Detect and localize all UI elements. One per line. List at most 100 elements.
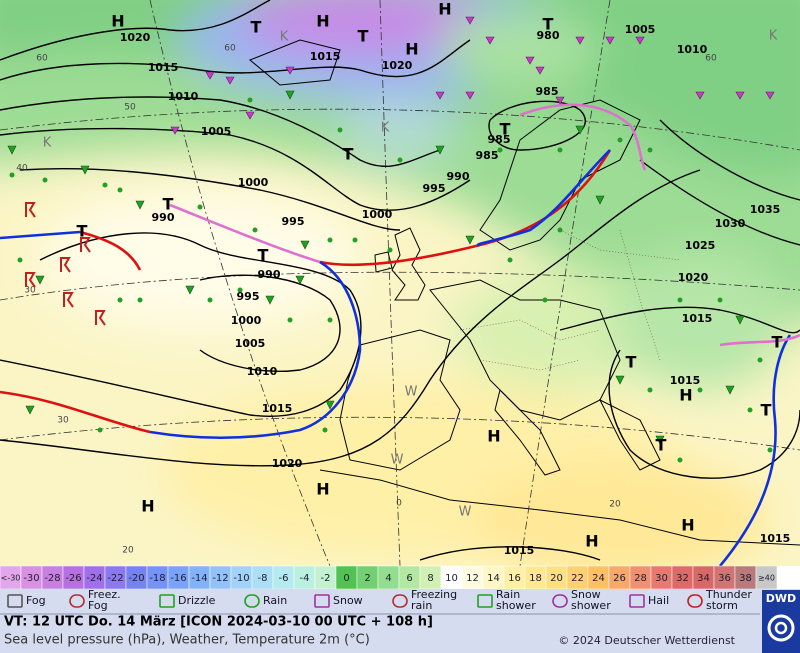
rain-symbol bbox=[247, 97, 253, 103]
legend-icon bbox=[7, 594, 23, 608]
rain-symbol bbox=[717, 297, 723, 303]
isotherm-label: 60 bbox=[36, 54, 48, 64]
scale-label: -22 bbox=[107, 573, 123, 584]
pressure-center: T bbox=[656, 436, 667, 455]
scale-label: 10 bbox=[445, 573, 458, 584]
legend-icon bbox=[687, 594, 703, 608]
isobar-label: 1015 bbox=[760, 532, 791, 545]
rain-symbol bbox=[197, 204, 203, 210]
isobar-label: 1000 bbox=[231, 314, 262, 327]
rain-symbol bbox=[337, 127, 343, 133]
pressure-center: H bbox=[141, 497, 154, 516]
rain-symbol bbox=[322, 427, 328, 433]
isobar-label: 1020 bbox=[272, 457, 303, 470]
scale-label: 12 bbox=[466, 573, 479, 584]
isobar-label: 995 bbox=[237, 290, 260, 303]
snow-symbol bbox=[170, 126, 180, 135]
rain-symbol bbox=[747, 407, 753, 413]
rain-symbol bbox=[507, 257, 513, 263]
rain-symbol bbox=[17, 257, 23, 263]
shower-symbol bbox=[595, 195, 605, 205]
thunderstorm-symbol bbox=[80, 237, 91, 253]
scale-label: -16 bbox=[170, 573, 186, 584]
isobar-label: 990 bbox=[447, 170, 470, 183]
isotherm-label: 30 bbox=[57, 416, 69, 426]
snow-symbol bbox=[735, 91, 745, 100]
rain-symbol bbox=[647, 387, 653, 393]
legend-label: rain bbox=[411, 599, 432, 612]
pressure-center: H bbox=[438, 0, 451, 19]
logo-swirl bbox=[767, 614, 795, 642]
isobar-label: 1015 bbox=[148, 61, 179, 74]
legend-label: shower bbox=[571, 599, 611, 612]
shower-symbol bbox=[295, 275, 305, 285]
legend-icon bbox=[392, 594, 408, 608]
legend-label: Freezing bbox=[411, 588, 457, 601]
borders bbox=[459, 229, 681, 371]
pressure-center: H bbox=[316, 12, 329, 31]
isobar-label: 1015 bbox=[262, 402, 293, 415]
temperature-color-scale: <-30 -30 -28 -26 -24 -22 -20 -18 -16 -14 -12 -10 -8-… bbox=[0, 565, 778, 590]
legend-label: Snow bbox=[333, 594, 363, 607]
isobar-label: 980 bbox=[537, 29, 560, 42]
scale-label: 4 bbox=[385, 573, 391, 584]
isobar-label: 1035 bbox=[750, 203, 781, 216]
snow-symbol bbox=[465, 91, 475, 100]
isobar-label: 990 bbox=[258, 268, 281, 281]
scale-label: 34 bbox=[697, 573, 710, 584]
pressure-center: T bbox=[77, 222, 88, 241]
snow-symbol bbox=[525, 56, 535, 65]
isobar-label: 990 bbox=[152, 211, 175, 224]
legend-label: Fog bbox=[26, 594, 46, 607]
shower-symbol bbox=[575, 125, 585, 135]
description: Sea level pressure (hPa), Weather, Tempe… bbox=[4, 633, 370, 648]
shower-symbol bbox=[80, 165, 90, 175]
isotherm-label: 40 bbox=[16, 164, 28, 174]
legend-label: Thunder bbox=[705, 588, 752, 601]
fronts bbox=[0, 103, 800, 566]
pressure-center: H bbox=[487, 427, 500, 446]
scale-label: <-30 bbox=[1, 574, 21, 583]
rain-symbol bbox=[252, 227, 258, 233]
rain-symbol bbox=[767, 447, 773, 453]
scale-label: -26 bbox=[65, 573, 81, 584]
scale-label: -12 bbox=[212, 573, 228, 584]
isobar-label: 1020 bbox=[382, 59, 413, 72]
rain-symbol bbox=[757, 357, 763, 363]
legend-icon bbox=[552, 594, 568, 608]
legend-label: Hail bbox=[648, 594, 669, 607]
isotherm-label: 60 bbox=[224, 44, 236, 54]
weather-symbols bbox=[7, 16, 775, 463]
scale-label: -6 bbox=[279, 573, 289, 584]
scale-label: -30 bbox=[23, 573, 39, 584]
snow-symbol bbox=[575, 36, 585, 45]
rain-symbol bbox=[327, 237, 333, 243]
scale-label: 32 bbox=[676, 573, 689, 584]
rain-symbol bbox=[387, 247, 393, 253]
copyright: © 2024 Deutscher Wetterdienst bbox=[558, 634, 735, 647]
shower-symbol bbox=[655, 435, 665, 445]
shower-symbol bbox=[300, 240, 310, 250]
shower-symbol bbox=[185, 285, 195, 295]
isobar-label: 985 bbox=[488, 133, 511, 146]
shower-symbol bbox=[135, 200, 145, 210]
rain-symbol bbox=[327, 317, 333, 323]
scale-label: 30 bbox=[655, 573, 668, 584]
scale-label: -4 bbox=[300, 573, 310, 584]
snow-symbol bbox=[225, 76, 235, 85]
rain-symbol bbox=[42, 177, 48, 183]
rain-symbol bbox=[287, 317, 293, 323]
isobar-label: 1025 bbox=[685, 239, 716, 252]
air-mass-label: W bbox=[391, 453, 404, 468]
scale-label: 36 bbox=[718, 573, 731, 584]
logo-text: DWD bbox=[766, 592, 796, 605]
snow-symbol bbox=[635, 36, 645, 45]
scale-label: ≥40 bbox=[758, 574, 775, 583]
shower-symbol bbox=[25, 405, 35, 415]
shower-symbol bbox=[465, 235, 475, 245]
rain-symbol bbox=[557, 227, 563, 233]
air-mass-label: K bbox=[769, 29, 778, 44]
pressure-center: H bbox=[111, 12, 124, 31]
shower-symbol bbox=[435, 145, 445, 155]
